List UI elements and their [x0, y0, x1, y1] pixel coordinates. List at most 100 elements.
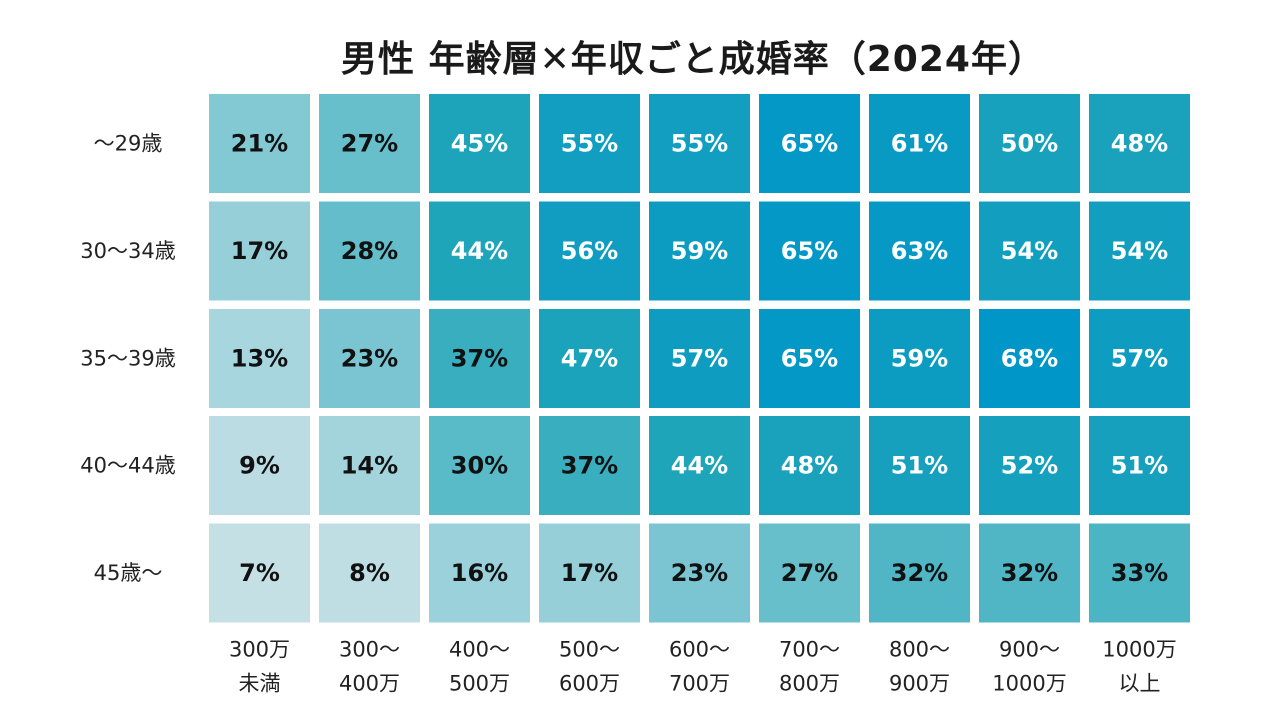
cell-value-label: 37%	[561, 452, 618, 480]
cell-value-label: 21%	[231, 130, 288, 158]
heatmap-cell	[429, 416, 530, 516]
cell-value-label: 65%	[781, 130, 838, 158]
row-label: 45歳～	[94, 561, 163, 585]
cell-value-label: 13%	[231, 344, 288, 372]
column-label-line: 600～	[669, 638, 730, 662]
row-label: 35～39歳	[80, 346, 175, 370]
column-label-line: 800万	[779, 672, 840, 696]
column-label-line: 1000万	[1102, 638, 1176, 662]
column-label: 300～ 400万	[339, 638, 400, 696]
cell-value-label: 9%	[239, 452, 280, 480]
cell-value-label: 32%	[1001, 559, 1058, 587]
heatmap-cell	[429, 308, 530, 408]
heatmap-cell	[979, 201, 1080, 301]
column-label-line: 900～	[999, 638, 1060, 662]
cell-value-label: 47%	[561, 344, 618, 372]
column-label-line: 300～	[339, 638, 400, 662]
cell-value-label: 68%	[1001, 344, 1058, 372]
cell-value-label: 45%	[451, 130, 508, 158]
cell-value-label: 65%	[781, 237, 838, 265]
heatmap-cell	[209, 201, 310, 301]
row-label: ～29歳	[94, 132, 163, 156]
heatmap-cell	[1089, 416, 1190, 516]
heatmap-cell	[649, 94, 750, 193]
heatmap-cell	[869, 94, 970, 193]
heatmap-cell	[1089, 523, 1190, 623]
heatmap-cell	[979, 94, 1080, 193]
heatmap-cell	[209, 94, 310, 193]
cell-value-label: 33%	[1111, 559, 1168, 587]
heatmap-cell	[649, 523, 750, 623]
column-label-line: 300万	[229, 638, 290, 662]
heatmap-cell	[319, 94, 420, 193]
cell-value-label: 48%	[781, 452, 838, 480]
heatmap-cell	[429, 201, 530, 301]
cell-value-label: 54%	[1111, 237, 1168, 265]
heatmap-cell	[539, 201, 640, 301]
column-label: 700～ 800万	[779, 638, 840, 696]
heatmap-cell	[539, 308, 640, 408]
heatmap-cell	[539, 416, 640, 516]
column-label: 500～ 600万	[559, 638, 620, 696]
heatmap-cell	[759, 523, 860, 623]
heatmap-cell	[869, 523, 970, 623]
column-label: 600～ 700万	[669, 638, 730, 696]
heatmap-cell	[319, 523, 420, 623]
column-label-line: 700万	[669, 672, 730, 696]
cell-value-label: 17%	[231, 237, 288, 265]
heatmap-cell	[209, 308, 310, 408]
cell-value-label: 27%	[341, 130, 398, 158]
column-label: 800～ 900万	[889, 638, 950, 696]
heatmap-cell	[759, 201, 860, 301]
heatmap-cell	[759, 416, 860, 516]
cell-value-label: 8%	[349, 559, 390, 587]
cell-value-label: 63%	[891, 237, 948, 265]
cell-value-label: 14%	[341, 452, 398, 480]
heatmap-cell	[319, 201, 420, 301]
cell-value-label: 23%	[341, 344, 398, 372]
heatmap-cell	[759, 94, 860, 193]
cell-value-label: 56%	[561, 237, 618, 265]
cell-value-label: 51%	[891, 452, 948, 480]
column-label-line: 未満	[239, 672, 281, 696]
heatmap-cell	[759, 308, 860, 408]
cell-value-label: 55%	[671, 130, 728, 158]
heatmap-cell	[319, 416, 420, 516]
cell-value-label: 28%	[341, 237, 398, 265]
cell-value-label: 27%	[781, 559, 838, 587]
heatmap-cell	[649, 416, 750, 516]
cell-value-label: 54%	[1001, 237, 1058, 265]
cell-value-label: 61%	[891, 130, 948, 158]
cell-value-label: 59%	[891, 344, 948, 372]
heatmap-cell	[979, 308, 1080, 408]
heatmap-cell	[1089, 308, 1190, 408]
column-label-line: 500万	[449, 672, 510, 696]
cell-value-label: 44%	[451, 237, 508, 265]
column-label: 900～ 1000万	[992, 638, 1066, 696]
row-label: 30～34歳	[80, 239, 175, 263]
heatmap-cell	[539, 94, 640, 193]
heatmap-cell	[209, 416, 310, 516]
heatmap-cell	[869, 308, 970, 408]
heatmap-cell	[649, 308, 750, 408]
cell-value-label: 65%	[781, 344, 838, 372]
column-label-line: 700～	[779, 638, 840, 662]
heatmap-cell	[869, 201, 970, 301]
heatmap-cell	[1089, 201, 1190, 301]
cell-value-label: 23%	[671, 559, 728, 587]
cell-value-label: 7%	[239, 559, 280, 587]
heatmap-cell	[979, 416, 1080, 516]
cell-value-label: 55%	[561, 130, 618, 158]
column-label-line: 500～	[559, 638, 620, 662]
cell-value-label: 50%	[1001, 130, 1058, 158]
cell-value-label: 37%	[451, 344, 508, 372]
column-label-line: 以上	[1119, 672, 1161, 696]
heatmap-cell	[539, 523, 640, 623]
cell-value-label: 57%	[671, 344, 728, 372]
heatmap-cell	[1089, 94, 1190, 193]
column-label-line: 800～	[889, 638, 950, 662]
row-label: 40～44歳	[80, 454, 175, 478]
cell-value-label: 57%	[1111, 344, 1168, 372]
heatmap-cell	[869, 416, 970, 516]
